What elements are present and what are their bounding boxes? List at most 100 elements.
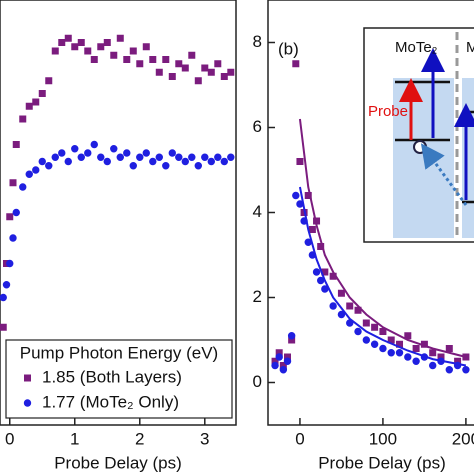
point: [321, 268, 329, 276]
point: [429, 361, 437, 370]
point: [188, 51, 196, 59]
point: [283, 357, 292, 365]
point: [155, 68, 163, 76]
inset-label: MoTe₂: [395, 39, 438, 56]
point: [51, 47, 59, 55]
point: [329, 302, 337, 310]
x-tick-label: 3: [200, 429, 209, 448]
point: [337, 310, 346, 319]
point: [129, 162, 137, 170]
point: [404, 332, 412, 340]
legend: Pump Photon Energy (eV) 1.85 (Both Layers…: [5, 339, 233, 419]
point: [271, 361, 279, 370]
point: [207, 157, 215, 166]
point: [395, 349, 404, 357]
point: [396, 340, 404, 348]
point: [38, 157, 46, 166]
inset: MoTe₂ M Probe: [363, 27, 474, 243]
point: [84, 149, 92, 157]
point: [275, 349, 283, 357]
point: [103, 157, 111, 166]
point: [129, 47, 137, 55]
point: [454, 357, 462, 365]
point: [142, 149, 150, 157]
point: [346, 302, 354, 310]
plot-frame: [0, 0, 237, 426]
panel-b: 0 100 200 0 2 4 6 8 Probe Delay (ps) (b): [253, 0, 474, 472]
x-tick-label: 0: [295, 429, 304, 448]
point: [32, 98, 40, 106]
point: [194, 162, 202, 170]
point: [12, 208, 20, 217]
point: [58, 39, 66, 46]
point: [51, 153, 59, 161]
point: [77, 39, 85, 46]
x-axis-label: Probe Delay (ps): [318, 453, 446, 472]
point: [371, 323, 379, 331]
point: [445, 366, 453, 374]
point: [188, 153, 196, 161]
panel-a: 0 1 2 3 Probe Delay (ps) Pump Photon Energy (…: [0, 0, 237, 472]
point: [181, 157, 189, 166]
point: [25, 170, 33, 178]
y-tick-label: 6: [253, 117, 262, 136]
point: [6, 213, 14, 221]
legend-label: 1.77 (MoTe₂ Only): [42, 392, 179, 411]
point: [71, 145, 79, 153]
point: [304, 192, 312, 199]
point: [317, 243, 325, 250]
point: [214, 153, 222, 161]
x-tick-label: 100: [369, 429, 397, 448]
point: [321, 285, 329, 293]
point: [296, 158, 304, 165]
point: [162, 56, 170, 63]
point: [387, 336, 395, 344]
point: [0, 323, 7, 331]
point: [0, 293, 7, 302]
panel-label: (b): [278, 39, 299, 58]
point: [149, 157, 157, 166]
point: [97, 43, 105, 51]
x-tick-label: 0: [5, 429, 14, 448]
point: [142, 43, 150, 51]
point: [64, 34, 72, 42]
point: [123, 149, 131, 157]
point: [110, 145, 118, 153]
legend-frame: [5, 339, 233, 419]
point: [462, 366, 470, 374]
point: [220, 157, 228, 166]
point: [304, 238, 312, 246]
point: [58, 149, 66, 157]
point: [287, 332, 296, 340]
point: [2, 281, 11, 289]
point: [292, 60, 300, 68]
point: [445, 345, 453, 352]
point: [97, 153, 105, 161]
point: [32, 166, 40, 174]
point: [201, 153, 209, 161]
point: [175, 153, 183, 161]
point: [429, 349, 437, 357]
x-axis-label: Probe Delay (ps): [54, 453, 182, 472]
transfer-arrow: [420, 143, 468, 206]
point: [38, 90, 46, 97]
point: [9, 179, 17, 187]
point: [64, 157, 72, 166]
point: [214, 60, 222, 68]
point: [412, 357, 420, 365]
point: [404, 353, 412, 361]
point: [207, 68, 215, 76]
point: [220, 73, 228, 80]
point: [271, 357, 279, 365]
legend-marker: [24, 374, 31, 382]
point: [175, 60, 183, 68]
legend-marker: [23, 399, 32, 407]
point: [12, 141, 20, 148]
point: [387, 349, 395, 357]
point: [329, 272, 337, 280]
x-tick-label: 200: [452, 429, 474, 448]
point: [168, 73, 176, 80]
point: [227, 153, 235, 161]
